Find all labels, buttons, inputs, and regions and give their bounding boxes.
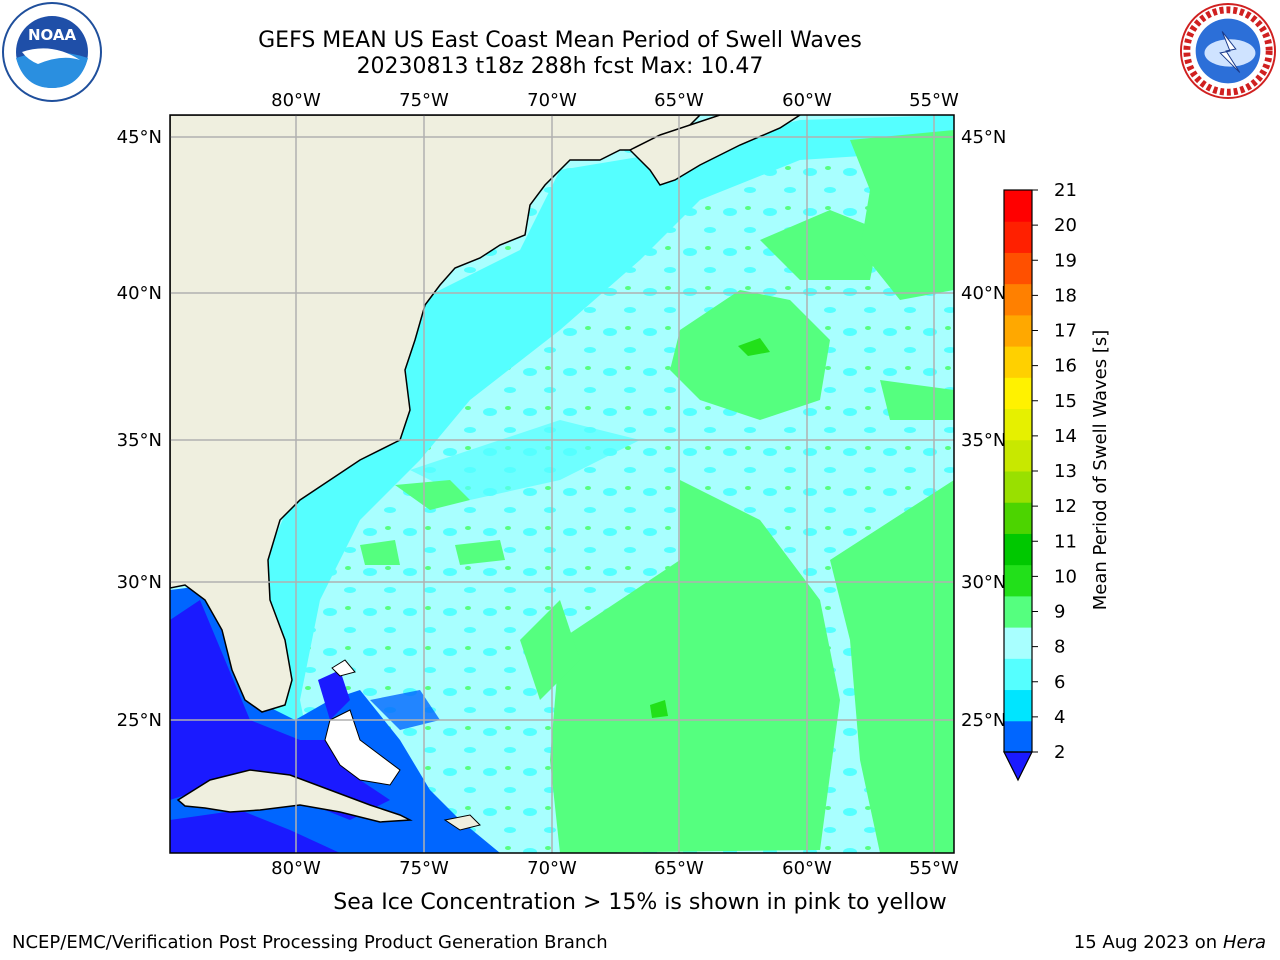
lon-tick-top: 65°W (654, 90, 704, 111)
nws-logo (1179, 2, 1277, 100)
lon-tick-bottom: 70°W (527, 858, 577, 879)
lon-tick-bottom: 65°W (654, 858, 704, 879)
colorbar-tick-label: 12 (1054, 496, 1077, 517)
lon-tick-top: 80°W (271, 90, 321, 111)
lon-tick-top: 60°W (782, 90, 832, 111)
noaa-logo: NOAA (2, 2, 102, 102)
lat-ticks-left: 45°N 40°N 35°N 30°N 25°N (117, 127, 162, 731)
lat-tick-left: 35°N (117, 430, 162, 451)
lat-tick-left: 25°N (117, 710, 162, 731)
colorbar-swatch (1004, 627, 1032, 659)
colorbar-tick-label: 19 (1054, 250, 1077, 271)
lon-tick-bottom: 55°W (909, 858, 959, 879)
colorbar-tick-label: 17 (1054, 321, 1077, 342)
land-bahamas (324, 709, 401, 786)
colorbar-label: Mean Period of Swell Waves [s] (1090, 330, 1111, 611)
land-cuba (176, 769, 413, 823)
map-frame (169, 114, 955, 854)
colorbar-swatch (1004, 408, 1032, 441)
land-bahamas-north (331, 659, 356, 677)
lat-tick-right: 30°N (961, 572, 1006, 593)
colorbar-tick-label: 11 (1054, 531, 1077, 552)
land-north-america (170, 115, 702, 713)
colorbar: 2 4 6 8 9 10 11 12 13 14 15 16 17 18 19 20 21 (1003, 180, 1077, 782)
colorbar-tick-label: 2 (1054, 742, 1065, 763)
colorbar-swatch (1004, 252, 1032, 285)
lat-tick-left: 40°N (117, 283, 162, 304)
colorbar-swatch (1004, 377, 1032, 410)
colorbar-tick-label: 10 (1054, 566, 1077, 587)
date-text: 15 Aug 2023 on Hera (1074, 932, 1266, 953)
colorbar-swatch (1004, 689, 1032, 722)
map-subtitle: 20230813 t18z 288h fcst Max: 10.47 (356, 54, 764, 79)
colorbar-swatch (1004, 533, 1032, 566)
colorbar-tick-label: 20 (1054, 215, 1077, 236)
colorbar-swatch (1004, 595, 1032, 628)
lon-tick-top: 55°W (909, 90, 959, 111)
colorbar-tick-label: 14 (1054, 426, 1077, 447)
colorbar-tick-label: 9 (1054, 602, 1065, 623)
colorbar-tick-label: 18 (1054, 285, 1077, 306)
sea-ice-note: Sea Ice Concentration > 15% is shown in … (333, 890, 947, 915)
lat-tick-right: 40°N (961, 283, 1006, 304)
lon-tick-bottom: 75°W (399, 858, 449, 879)
colorbar-tick-label: 13 (1054, 461, 1077, 482)
colorbar-tick-label: 6 (1054, 672, 1065, 693)
lat-tick-right: 35°N (961, 430, 1006, 451)
graticule (170, 115, 954, 853)
lon-ticks-bottom: 80°W 75°W 70°W 65°W 60°W 55°W (271, 858, 959, 879)
lat-tick-right: 45°N (961, 127, 1006, 148)
lon-tick-top: 75°W (399, 90, 449, 111)
colorbar-swatch (1004, 471, 1032, 503)
lat-tick-left: 30°N (117, 572, 162, 593)
colorbar-tick-label: 15 (1054, 391, 1077, 412)
svg-text:NOAA: NOAA (28, 26, 77, 44)
lat-tick-right: 25°N (961, 710, 1006, 731)
colorbar-swatch (1004, 283, 1032, 316)
land-hispaniola (443, 814, 481, 831)
lon-tick-bottom: 60°W (782, 858, 832, 879)
colorbar-tick-label: 4 (1054, 707, 1065, 728)
colorbar-swatch (1004, 190, 1032, 222)
colorbar-swatch (1004, 346, 1032, 378)
lat-tick-left: 45°N (117, 127, 162, 148)
colorbar-swatch (1004, 314, 1032, 347)
colorbar-tick-label: 8 (1054, 637, 1065, 658)
lon-tick-bottom: 80°W (271, 858, 321, 879)
colorbar-extend-min (1003, 751, 1033, 782)
colorbar-swatch (1004, 502, 1032, 534)
lon-ticks-top: 80°W 75°W 70°W 65°W 60°W 55°W (271, 90, 959, 111)
run-date: 15 Aug 2023 on (1073, 932, 1218, 953)
colorbar-swatch (1004, 564, 1032, 597)
colorbar-tick-label: 16 (1054, 356, 1077, 377)
colorbar-swatch (1004, 658, 1032, 691)
colorbar-swatch (1004, 720, 1032, 753)
colorbar-tick-label: 21 (1054, 180, 1077, 201)
credit-text: NCEP/EMC/Verification Post Processing Pr… (12, 932, 608, 953)
swell-9-10s-regions (360, 130, 954, 853)
nearshore-band (260, 115, 954, 850)
colorbar-swatch (1004, 221, 1032, 253)
map-title: GEFS MEAN US East Coast Mean Period of S… (258, 28, 862, 53)
map-panel (170, 115, 954, 853)
lon-tick-top: 70°W (527, 90, 577, 111)
machine-name: Hera (1222, 932, 1266, 953)
lat-ticks-right: 45°N 40°N 35°N 30°N 25°N (961, 127, 1006, 731)
colorbar-swatch (1004, 439, 1032, 472)
